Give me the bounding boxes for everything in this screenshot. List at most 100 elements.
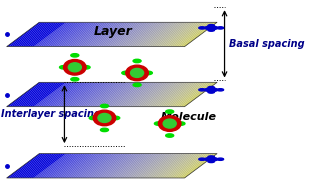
Polygon shape: [151, 22, 186, 47]
Text: Basal spacing: Basal spacing: [229, 39, 305, 49]
Ellipse shape: [205, 157, 218, 161]
Polygon shape: [105, 154, 139, 178]
Polygon shape: [133, 82, 168, 107]
Polygon shape: [44, 82, 79, 107]
Polygon shape: [69, 82, 104, 107]
Polygon shape: [60, 82, 95, 107]
Polygon shape: [131, 82, 166, 107]
Ellipse shape: [208, 86, 215, 89]
Polygon shape: [118, 22, 153, 47]
Polygon shape: [22, 22, 57, 47]
Polygon shape: [87, 82, 121, 107]
Polygon shape: [145, 154, 179, 178]
Polygon shape: [116, 22, 151, 47]
Polygon shape: [36, 154, 70, 178]
Polygon shape: [136, 82, 171, 107]
Polygon shape: [169, 82, 204, 107]
Ellipse shape: [122, 71, 130, 75]
Polygon shape: [7, 82, 42, 107]
Ellipse shape: [217, 27, 223, 29]
Polygon shape: [55, 22, 90, 47]
Polygon shape: [162, 154, 197, 178]
Polygon shape: [111, 22, 146, 47]
Polygon shape: [62, 82, 97, 107]
Polygon shape: [18, 82, 53, 107]
Polygon shape: [51, 82, 86, 107]
Polygon shape: [47, 154, 81, 178]
Polygon shape: [113, 154, 148, 178]
Polygon shape: [24, 154, 59, 178]
Polygon shape: [73, 154, 108, 178]
Polygon shape: [173, 82, 208, 107]
Polygon shape: [160, 22, 195, 47]
Polygon shape: [160, 82, 195, 107]
Polygon shape: [13, 154, 48, 178]
Ellipse shape: [68, 63, 81, 72]
Polygon shape: [49, 22, 84, 47]
Polygon shape: [44, 22, 79, 47]
Polygon shape: [176, 82, 210, 107]
Polygon shape: [149, 22, 184, 47]
Polygon shape: [178, 154, 213, 178]
Polygon shape: [9, 82, 44, 107]
Polygon shape: [156, 22, 191, 47]
Polygon shape: [49, 154, 84, 178]
Polygon shape: [91, 154, 126, 178]
Polygon shape: [131, 154, 166, 178]
Polygon shape: [7, 22, 42, 47]
Polygon shape: [167, 22, 202, 47]
Ellipse shape: [177, 122, 185, 125]
Text: Molecule: Molecule: [161, 112, 217, 122]
Polygon shape: [158, 82, 193, 107]
Polygon shape: [107, 22, 141, 47]
Polygon shape: [133, 22, 168, 47]
Polygon shape: [80, 22, 115, 47]
Ellipse shape: [100, 128, 108, 132]
Polygon shape: [107, 154, 141, 178]
Polygon shape: [129, 22, 164, 47]
Polygon shape: [171, 22, 206, 47]
Polygon shape: [91, 82, 126, 107]
Polygon shape: [118, 82, 153, 107]
Ellipse shape: [131, 68, 144, 77]
Polygon shape: [120, 154, 155, 178]
Polygon shape: [64, 154, 99, 178]
Ellipse shape: [208, 160, 215, 163]
Polygon shape: [7, 154, 42, 178]
Polygon shape: [80, 82, 115, 107]
Polygon shape: [158, 154, 193, 178]
Polygon shape: [31, 22, 66, 47]
Polygon shape: [47, 22, 81, 47]
Polygon shape: [167, 82, 202, 107]
Polygon shape: [71, 82, 106, 107]
Polygon shape: [82, 22, 117, 47]
Polygon shape: [140, 22, 175, 47]
Ellipse shape: [93, 110, 116, 126]
Polygon shape: [36, 82, 70, 107]
Polygon shape: [84, 82, 119, 107]
Polygon shape: [138, 82, 173, 107]
Polygon shape: [40, 154, 75, 178]
Polygon shape: [89, 22, 124, 47]
Polygon shape: [11, 154, 46, 178]
Polygon shape: [133, 154, 168, 178]
Polygon shape: [118, 154, 153, 178]
Polygon shape: [142, 154, 177, 178]
Polygon shape: [162, 22, 197, 47]
Polygon shape: [156, 154, 191, 178]
Polygon shape: [53, 22, 88, 47]
Polygon shape: [145, 22, 179, 47]
Polygon shape: [180, 82, 215, 107]
Ellipse shape: [133, 83, 141, 87]
Polygon shape: [84, 22, 119, 47]
Polygon shape: [49, 82, 84, 107]
Polygon shape: [105, 82, 139, 107]
Polygon shape: [151, 154, 186, 178]
Polygon shape: [75, 154, 110, 178]
Ellipse shape: [208, 25, 215, 27]
Polygon shape: [98, 154, 133, 178]
Polygon shape: [64, 82, 99, 107]
Polygon shape: [109, 22, 144, 47]
Polygon shape: [138, 154, 173, 178]
Polygon shape: [102, 154, 137, 178]
